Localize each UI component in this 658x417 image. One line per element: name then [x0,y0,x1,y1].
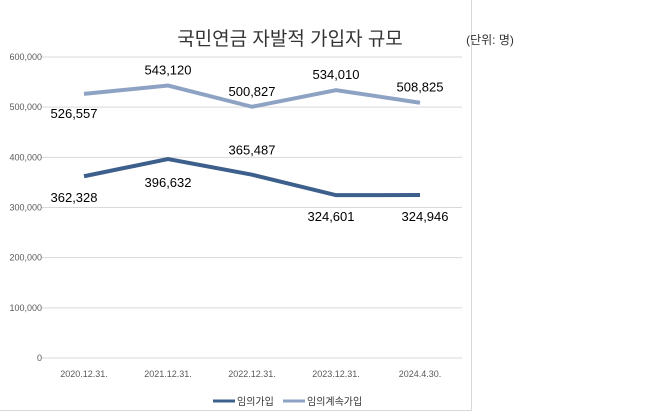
data-label: 324,601 [308,209,355,224]
y-tick-label: 600,000 [9,52,42,62]
series-line-0 [83,156,421,198]
y-tick-label: 200,000 [9,253,42,263]
y-tick-label: 300,000 [9,203,42,213]
x-tick-label: 2020.12.31. [60,369,108,379]
data-label: 543,120 [145,63,192,78]
y-tick-label: 0 [37,353,42,363]
data-label: 500,827 [229,84,276,99]
unit-label: (단위: 명) [466,33,514,47]
legend-label: 임의계속가입 [307,395,362,408]
y-tick-label: 100,000 [9,303,42,313]
chart-frame [0,0,472,411]
legend-label: 임의가입 [237,395,274,408]
data-label: 526,557 [51,106,98,121]
x-tick-label: 2024.4.30. [399,369,442,379]
data-label: 362,328 [51,190,98,205]
data-label: 324,946 [402,209,449,224]
x-tick-label: 2023.12.31. [312,369,360,379]
y-tick-label: 400,000 [9,152,42,162]
data-label: 365,487 [229,143,276,158]
data-label: 508,825 [397,80,444,95]
x-tick-label: 2022.12.31. [228,369,276,379]
chart-title: 국민연금 자발적 가입자 규모 [177,28,403,50]
x-tick-label: 2021.12.31. [144,369,192,379]
data-label: 396,632 [145,175,192,190]
data-label: 534,010 [313,67,360,82]
y-tick-label: 500,000 [9,102,42,112]
